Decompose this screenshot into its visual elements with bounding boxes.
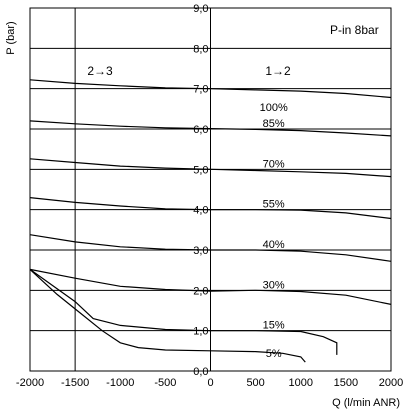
- y-tick-label: 8,0: [193, 43, 208, 55]
- y-axis-label: P (bar): [5, 21, 17, 54]
- x-tick-label: -500: [154, 377, 176, 389]
- inlet-pressure-annotation: P-in 8bar: [330, 23, 379, 37]
- y-tick-label: 4,0: [193, 205, 208, 217]
- plot-frame: [29, 7, 392, 372]
- x-tick-label: 1500: [334, 377, 358, 389]
- y-tick-label: 5,0: [193, 164, 208, 176]
- tick-layer: 0,0 1,0 2,0 3,0 4,0 5,0 6,0 7,0 8,0 9,0 -2000 -1500…: [16, 3, 403, 389]
- series-label: 70%: [263, 158, 285, 170]
- series-label: 15%: [263, 320, 285, 332]
- y-tick-label: 6,0: [193, 124, 208, 136]
- x-tick-label: -1500: [61, 377, 89, 389]
- series-line-85pct: [29, 120, 392, 137]
- series-line-5pct: [29, 268, 306, 363]
- y-tick-label: 1,0: [193, 326, 208, 338]
- series-label: 5%: [266, 348, 282, 360]
- series-line-40pct: [29, 234, 392, 262]
- series-line-70pct: [29, 158, 392, 178]
- series-line-100pct: [29, 79, 392, 99]
- x-tick-label: 1000: [289, 377, 313, 389]
- series-label: 85%: [263, 118, 285, 130]
- series-label: 100%: [260, 102, 288, 114]
- region-right-label: 1→2: [265, 64, 291, 78]
- label-layer: 100% 85% 70% 55% 40% 30% 15% 5%: [260, 102, 288, 360]
- y-tick-label: 7,0: [193, 84, 208, 96]
- y-tick-label: 0,0: [193, 366, 208, 378]
- y-tick-label: 9,0: [193, 3, 208, 15]
- series-label: 30%: [263, 279, 285, 291]
- x-tick-label: 500: [246, 377, 264, 389]
- region-left-label: 2→3: [87, 64, 113, 78]
- x-tick-label: 2000: [379, 377, 403, 389]
- series-label: 40%: [263, 239, 285, 251]
- x-tick-label: -2000: [16, 377, 44, 389]
- y-tick-label: 2,0: [193, 285, 208, 297]
- series-label: 55%: [263, 199, 285, 211]
- series-line-15pct: [29, 268, 338, 355]
- x-tick-label: -1000: [106, 377, 134, 389]
- x-axis-label: Q (l/min ANR): [332, 397, 400, 409]
- y-tick-label: 3,0: [193, 245, 208, 257]
- series-line-30pct: [29, 268, 392, 305]
- series-line-55pct: [29, 197, 392, 220]
- x-tick-label: 0: [207, 377, 213, 389]
- curve-layer: [29, 79, 392, 363]
